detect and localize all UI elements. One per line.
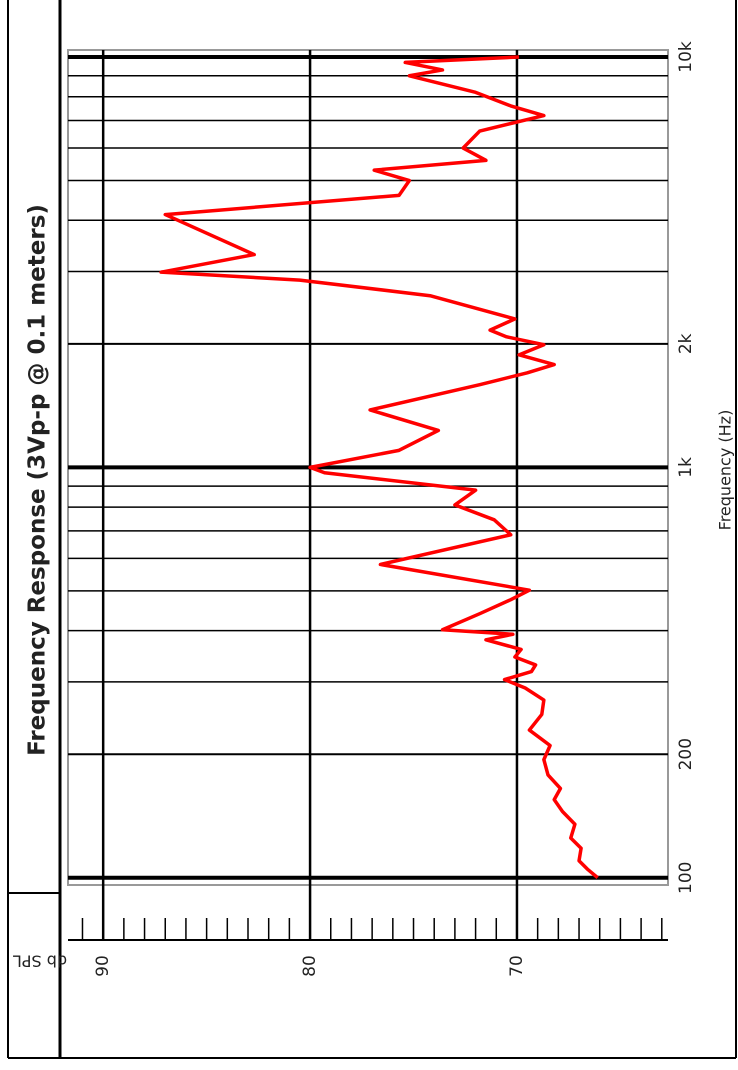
- y-tick-label: 90: [93, 955, 113, 977]
- x-tick-label: 2k: [676, 333, 696, 354]
- y-tick-label: 80: [300, 955, 320, 977]
- x-tick-label: 1k: [676, 457, 696, 478]
- line-series: [159, 55, 599, 880]
- y-axis-label: db SPL: [13, 952, 67, 971]
- y-tick-label: 70: [507, 955, 527, 977]
- x-tick-label: 200: [676, 738, 696, 770]
- rotated-chart: Frequency Response (3Vp-p @ 0.1 meters) …: [13, 41, 735, 977]
- x-axis-label: Frequency (Hz): [716, 410, 735, 531]
- x-tick-label: 100: [676, 861, 696, 893]
- chart-title: Frequency Response (3Vp-p @ 0.1 meters): [25, 204, 51, 756]
- x-tick-label: 10k: [676, 41, 696, 73]
